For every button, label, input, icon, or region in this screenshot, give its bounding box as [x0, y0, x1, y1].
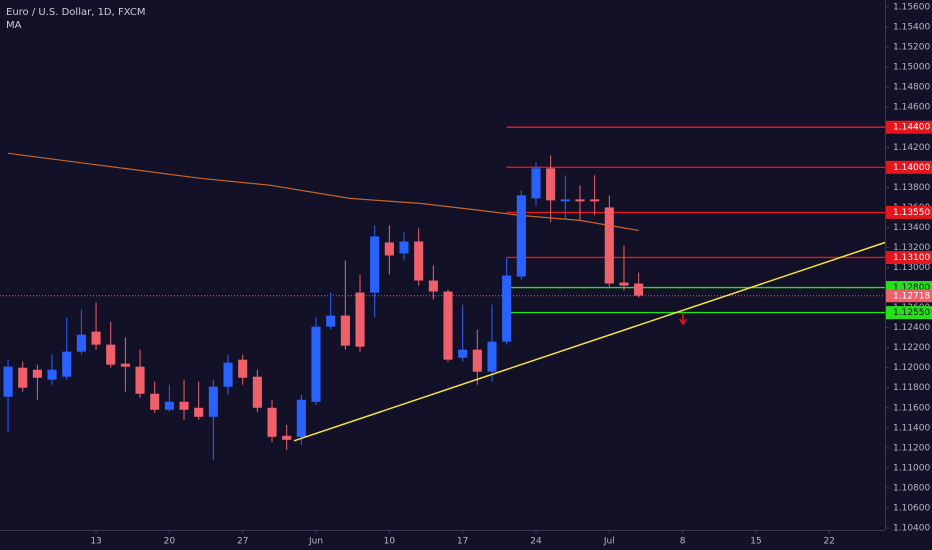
y-tick-label: 1.12000 [893, 363, 930, 373]
y-tick-label: 1.15200 [893, 43, 930, 53]
candle-body [282, 435, 292, 440]
level-label-bg [886, 306, 932, 320]
candle-body [326, 315, 336, 327]
level-label-bg [886, 120, 932, 134]
candle-body [546, 168, 556, 201]
y-tick-label: 1.15600 [893, 3, 930, 13]
x-tick-label: 13 [90, 537, 101, 547]
candle-body [76, 334, 86, 352]
candle-body [179, 401, 189, 410]
y-tick-label: 1.14600 [893, 103, 930, 113]
y-tick-label: 1.13000 [893, 263, 930, 273]
level-label-bg [886, 160, 932, 174]
candle-body [164, 401, 174, 410]
candle-body [18, 367, 28, 388]
candle-body [91, 331, 101, 345]
candle-body [384, 242, 394, 256]
y-tick-label: 1.14200 [893, 143, 930, 153]
x-tick-label: 15 [750, 537, 761, 547]
level-label: 1.14000 [893, 163, 930, 173]
candle-body [208, 386, 218, 417]
x-tick-label: 10 [384, 537, 396, 547]
y-tick-label: 1.12400 [893, 323, 930, 333]
candle-body [399, 241, 409, 254]
level-label-bg [886, 205, 932, 219]
candle-body [590, 199, 600, 202]
candle-body [619, 282, 629, 286]
y-tick-label: 1.10400 [893, 523, 930, 533]
candle-body [487, 341, 497, 372]
x-tick-label: Jun [308, 537, 323, 547]
level-label: 1.13100 [893, 253, 930, 263]
indicator-label: MA [6, 20, 22, 31]
x-tick-label: 17 [457, 537, 468, 547]
x-tick-label: Jul [603, 537, 615, 547]
trendline [293, 241, 886, 442]
chart-title: Euro / U.S. Dollar, 1D, FXCM [6, 7, 145, 18]
y-tick-label: 1.13400 [893, 223, 930, 233]
candle-body [634, 283, 644, 296]
y-tick-label: 1.13200 [893, 243, 930, 253]
y-tick-label: 1.10800 [893, 483, 930, 493]
candle-body [32, 369, 42, 378]
down-arrow [678, 314, 688, 326]
candle-body [150, 393, 160, 410]
candle-body [252, 376, 262, 408]
candle-body [135, 366, 145, 394]
y-tick-label: 1.11200 [893, 443, 930, 453]
candle-body [296, 399, 306, 437]
last-price-label: 1.12718 [893, 291, 930, 301]
candle-body [531, 168, 541, 199]
x-tick-label: 22 [824, 537, 835, 547]
last-price-label-bg [886, 289, 932, 303]
level-label: 1.12800 [893, 283, 930, 293]
candle-body [311, 326, 321, 402]
y-tick-label: 1.11600 [893, 403, 930, 413]
y-tick-label: 1.12200 [893, 343, 930, 353]
x-tick-label: 8 [680, 537, 686, 547]
candle-body [428, 280, 438, 292]
y-tick-label: 1.11000 [893, 463, 930, 473]
x-tick-label: 27 [237, 537, 248, 547]
candle-body [414, 241, 424, 281]
candle-body [502, 275, 512, 342]
candle-body [370, 236, 380, 293]
candle-body [194, 407, 204, 417]
candle-body [472, 349, 482, 372]
level-label: 1.12550 [893, 308, 930, 318]
candle-body [575, 199, 585, 202]
y-tick-label: 1.15000 [893, 63, 930, 73]
candle-body [443, 291, 453, 360]
candle-body [62, 351, 72, 377]
y-tick-label: 1.11400 [893, 423, 930, 433]
plot [0, 126, 886, 460]
price-axis: 1.10400 1.10600 1.10800 1.11000 1.11200 1.114… [90, 3, 932, 547]
y-tick-label: 1.11800 [893, 383, 930, 393]
candle-body [120, 363, 130, 367]
x-tick-label: 24 [530, 537, 542, 547]
candle-body [223, 362, 233, 387]
candle-body [560, 199, 570, 202]
level-label: 1.14400 [893, 123, 930, 133]
y-tick-label: 1.15400 [893, 23, 930, 33]
y-tick-label: 1.13800 [893, 183, 930, 193]
ma-line [8, 152, 639, 231]
x-tick-label: 20 [164, 537, 176, 547]
candle-body [238, 359, 248, 378]
level-label: 1.13550 [893, 208, 930, 218]
y-tick-label: 1.10600 [893, 503, 930, 513]
candle-body [106, 344, 116, 365]
level-label-bg [886, 250, 932, 264]
candle-body [3, 366, 13, 397]
candle-body [355, 292, 365, 347]
candle-body [458, 349, 468, 358]
y-tick-label: 1.14800 [893, 83, 930, 93]
candle-body [340, 315, 350, 346]
candle-body [604, 207, 614, 284]
candle-body [516, 195, 526, 277]
candle-body [267, 407, 277, 437]
candle-body [47, 369, 57, 380]
